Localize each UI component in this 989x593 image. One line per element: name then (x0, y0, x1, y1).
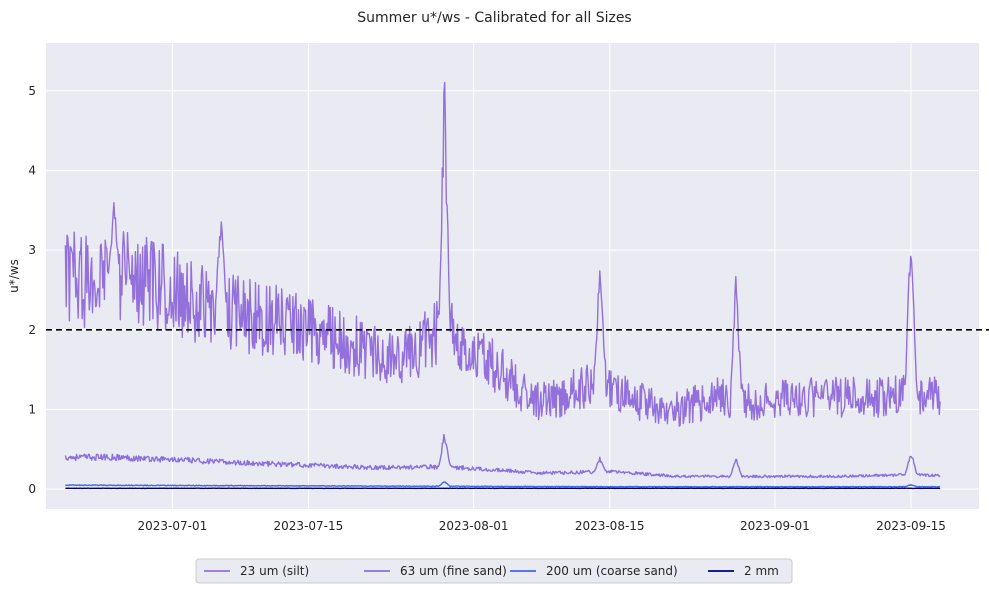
x-tick-label: 2023-07-15 (274, 519, 344, 533)
y-tick-label: 3 (28, 243, 36, 257)
series-line-23-um-silt (64, 81, 941, 427)
x-tick-label: 2023-08-01 (439, 519, 509, 533)
legend-label: 23 um (silt) (240, 564, 309, 578)
x-tick-label: 2023-09-15 (876, 519, 946, 533)
x-axis-ticks: 2023-07-01 2023-07-15 2023-08-01 2023-08-15… (137, 519, 945, 533)
x-tick-label: 2023-07-01 (137, 519, 207, 533)
series-layer (64, 81, 941, 490)
y-tick-label: 1 (28, 402, 36, 416)
x-tick-label: 2023-08-15 (575, 519, 645, 533)
series-line-200-um-coarse-sand (65, 481, 941, 488)
legend: 23 um (silt) 63 um (fine sand) 200 um (coa… (195, 558, 793, 584)
y-axis-ticks: 0 1 2 3 4 5 (28, 84, 36, 496)
y-tick-label: 0 (28, 482, 36, 496)
chart-title: Summer u*/ws - Calibrated for all Sizes (357, 10, 631, 26)
plot-area (46, 43, 979, 509)
y-axis-label: u*/ws (7, 259, 21, 293)
y-tick-label: 5 (28, 84, 36, 98)
x-tick-label: 2023-09-01 (740, 519, 810, 533)
legend-label: 200 um (coarse sand) (546, 564, 678, 578)
y-tick-label: 4 (28, 163, 36, 177)
legend-box (195, 558, 793, 584)
legend-label: 63 um (fine sand) (400, 564, 507, 578)
series-line-63-um-fine-sand (64, 433, 941, 479)
y-tick-label: 2 (28, 323, 36, 337)
legend-label: 2 mm (744, 564, 779, 578)
